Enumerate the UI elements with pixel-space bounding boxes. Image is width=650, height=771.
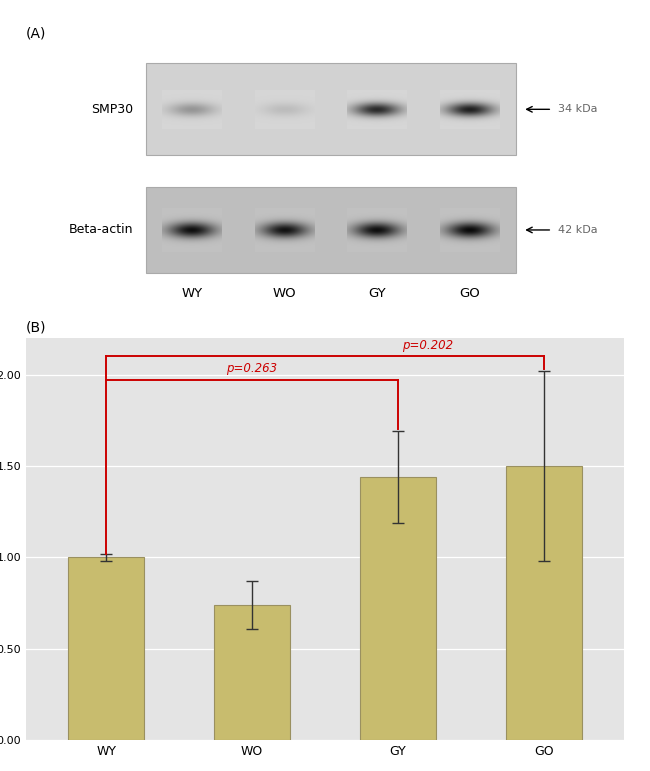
Bar (506, 466, 582, 740)
Text: p=0.202: p=0.202 (402, 338, 452, 352)
Bar (146, 187, 516, 273)
Text: 34 kDa: 34 kDa (558, 104, 598, 114)
Text: SMP30: SMP30 (92, 103, 134, 116)
Text: GO: GO (460, 288, 480, 301)
Bar (146, 63, 516, 155)
Text: GY: GY (369, 288, 386, 301)
Bar (214, 605, 290, 740)
Text: p=0.263: p=0.263 (226, 362, 278, 375)
Text: (A): (A) (26, 26, 46, 40)
Text: 42 kDa: 42 kDa (558, 225, 598, 235)
Bar (360, 477, 436, 740)
Text: (B): (B) (26, 320, 47, 334)
Text: WY: WY (181, 288, 203, 301)
Text: WO: WO (273, 288, 296, 301)
Bar (68, 557, 144, 740)
Text: Beta-actin: Beta-actin (69, 224, 134, 237)
